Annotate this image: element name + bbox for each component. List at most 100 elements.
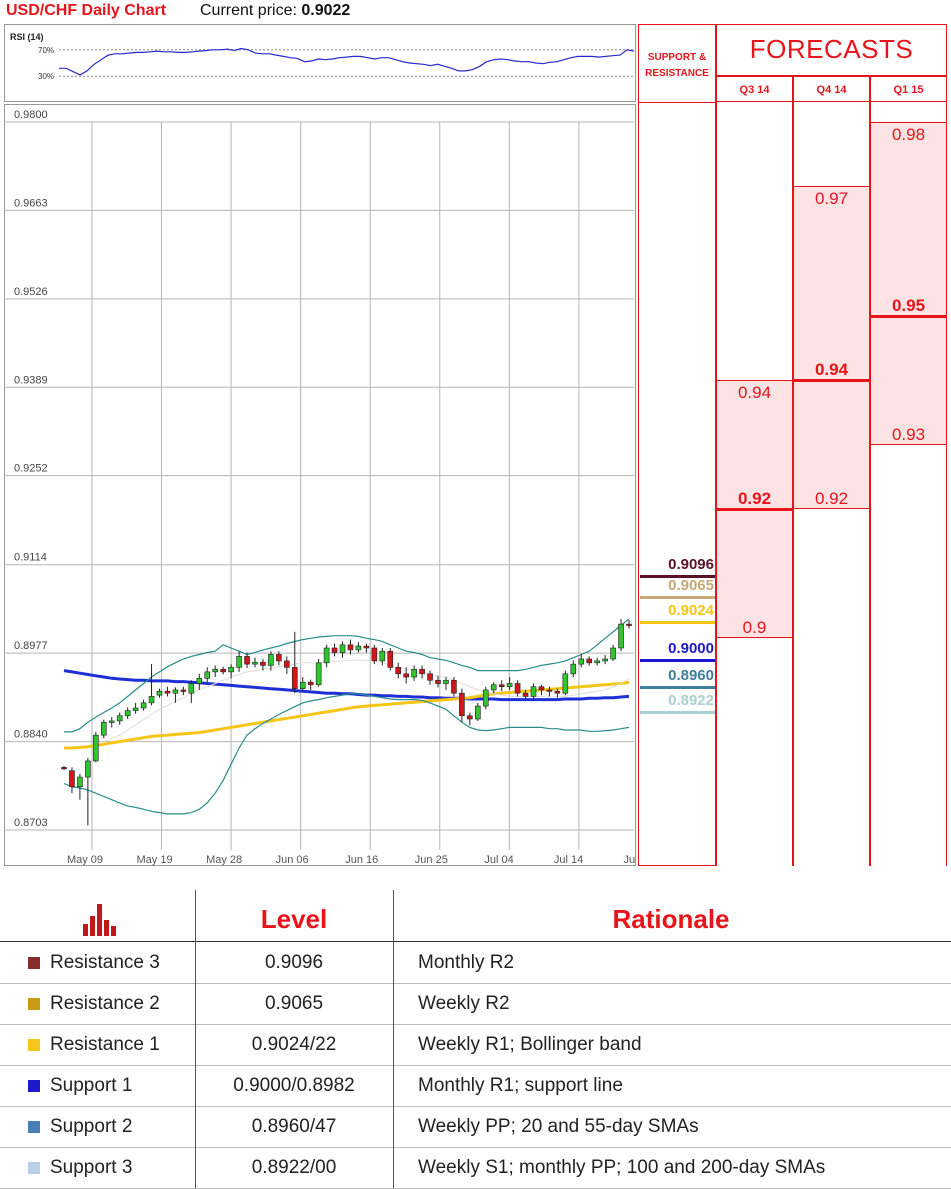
candle-body <box>172 689 179 694</box>
legend-square-icon <box>28 1121 40 1133</box>
row-level: 0.9065 <box>264 993 324 1014</box>
legend-square-icon <box>28 1039 40 1051</box>
chart-series-line <box>63 693 630 815</box>
candle-body <box>180 689 187 692</box>
y-tick-label: 0.9114 <box>14 552 47 564</box>
row-name-cell: Resistance 3 <box>28 942 193 983</box>
row-name: Support 1 <box>50 1075 133 1096</box>
row-level: 0.8960/47 <box>251 1116 337 1137</box>
table-divider <box>195 1065 196 1106</box>
table-divider <box>195 983 196 1024</box>
price-chart: 0.9800 0.9663 0.9526 0.9389 0.9252 0.9114 0.89… <box>4 104 636 866</box>
x-tick-label: Jul 04 <box>484 854 513 866</box>
candle-body <box>459 692 465 717</box>
candle-body <box>331 647 338 653</box>
candle-body <box>196 678 203 684</box>
current-price-label: Current price: <box>200 2 302 19</box>
forecast-value: 0.94 <box>814 360 849 379</box>
forecast-value: 0.93 <box>891 425 926 444</box>
x-tick-label: Jun 16 <box>345 854 378 866</box>
row-name-cell: Resistance 1 <box>28 1024 193 1065</box>
table-divider <box>393 983 394 1024</box>
forecast-quarter-label: Q1 15 <box>870 76 947 102</box>
table-divider <box>195 1024 196 1065</box>
candle-body <box>355 645 362 651</box>
candle-body <box>77 776 83 788</box>
y-tick-label: 0.9526 <box>14 286 48 298</box>
candle-body <box>236 656 242 668</box>
table-divider <box>393 1147 394 1188</box>
sr-level-value: 0.8922 <box>668 692 714 709</box>
current-price: Current price: 0.9022 <box>200 2 350 20</box>
x-tick-label: May 19 <box>137 854 173 866</box>
row-rationale: Monthly R2 <box>418 952 515 973</box>
candle-body <box>108 720 115 723</box>
chart-series-line <box>63 669 630 702</box>
candle-body <box>69 770 75 788</box>
y-tick-label: 0.8840 <box>14 729 48 741</box>
sr-level-value: 0.9096 <box>668 556 714 573</box>
candle-body <box>140 702 147 709</box>
candle-body <box>490 684 497 691</box>
candle-body <box>379 650 386 662</box>
candle-body <box>268 654 274 666</box>
table-divider <box>195 942 196 983</box>
y-tick-label: 0.9252 <box>14 463 48 475</box>
rsi-title: RSI (14) <box>10 32 44 42</box>
candle-body <box>228 667 234 673</box>
sr-level-line <box>640 575 715 578</box>
table-row: Support 1 0.9000/0.8982 Monthly R1; suppor… <box>0 1065 951 1107</box>
row-name-cell: Support 3 <box>28 1147 193 1188</box>
level-column-header: Level <box>260 904 328 934</box>
candle-body <box>347 644 354 651</box>
x-tick-label: May 28 <box>206 854 242 866</box>
forecast-value: 0.92 <box>737 489 772 508</box>
row-name: Resistance 2 <box>50 993 160 1014</box>
candle-body <box>530 686 537 697</box>
sr-divider <box>638 102 716 103</box>
row-name-cell: Resistance 2 <box>28 983 193 1024</box>
y-tick-label: 0.8703 <box>14 817 48 829</box>
forecasts-title: FORECASTS <box>749 34 914 64</box>
candle-body <box>100 721 107 736</box>
candle-body <box>212 668 218 673</box>
price-chart-frame <box>4 104 636 866</box>
table-divider <box>393 890 394 942</box>
table-divider <box>195 1106 196 1147</box>
candle-body <box>307 681 314 686</box>
rsi-line <box>59 47 635 76</box>
candle-body <box>323 647 330 664</box>
candle-body <box>204 671 211 679</box>
candle-body <box>594 660 600 664</box>
candle-body <box>451 679 457 694</box>
table-row: Support 3 0.8922/00 Weekly S1; monthly PP;… <box>0 1147 951 1189</box>
table-divider <box>393 1106 394 1147</box>
x-tick-label: Jun 06 <box>276 854 309 866</box>
table-row: Resistance 3 0.9096 Monthly R2 <box>0 942 951 984</box>
candle-body <box>586 658 593 664</box>
candle-body <box>276 654 282 662</box>
forecast-bold-line <box>870 315 947 318</box>
legend-square-icon <box>28 998 40 1010</box>
y-tick-label: 0.9663 <box>14 197 48 209</box>
candle-body <box>260 661 266 666</box>
candle-body <box>562 673 569 694</box>
row-name-cell: Support 1 <box>28 1065 193 1106</box>
candle-body <box>244 656 250 665</box>
table-row: Resistance 2 0.9065 Weekly R2 <box>0 983 951 1025</box>
candle-body <box>403 673 409 678</box>
x-tick-label: Jul 23 <box>623 854 636 866</box>
candle-body <box>284 660 290 668</box>
candle-body <box>148 696 155 704</box>
sr-level-line <box>640 686 715 689</box>
candle-body <box>435 679 441 684</box>
row-level: 0.9096 <box>264 952 324 973</box>
sr-level-line <box>640 659 715 662</box>
row-level: 0.9000/0.8982 <box>233 1075 355 1096</box>
row-rationale: Weekly PP; 20 and 55-day SMAs <box>418 1116 699 1137</box>
forecast-range-q1 <box>870 122 947 445</box>
candle-body <box>482 689 489 707</box>
row-rationale: Weekly R2 <box>418 993 510 1014</box>
candle-body <box>387 650 394 668</box>
candle-body <box>554 690 561 694</box>
